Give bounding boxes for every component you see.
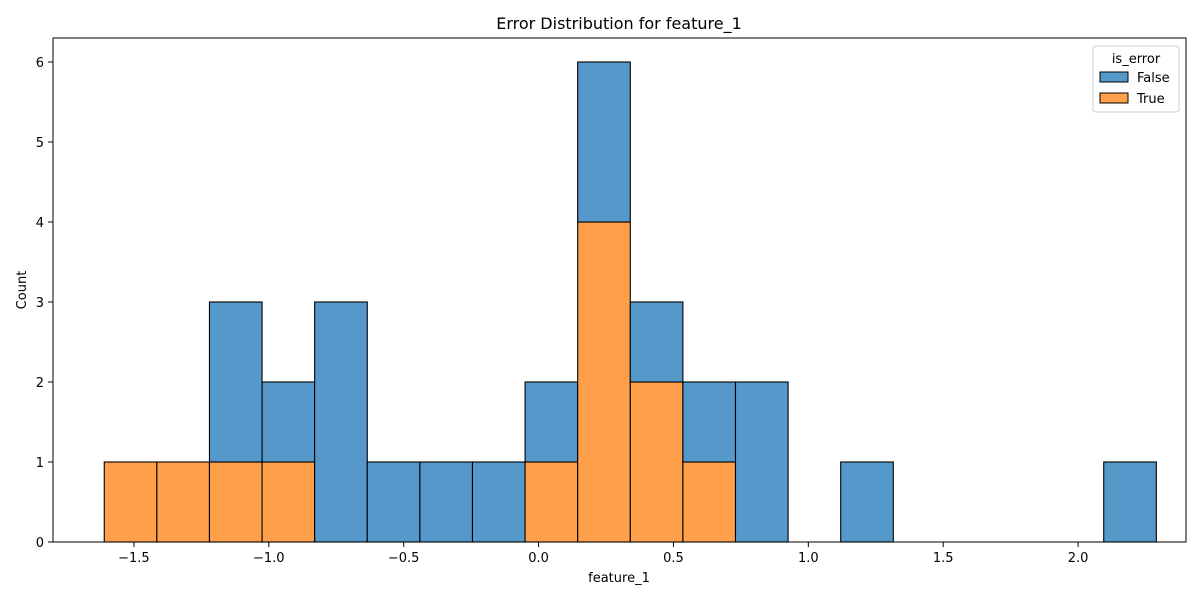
bar-false-bin-10	[629, 301, 684, 383]
y-tick-label: 3	[36, 296, 44, 311]
bar-false-bin-4	[314, 301, 368, 543]
legend-label-false: False	[1137, 71, 1170, 86]
legend-title: is_error	[1112, 52, 1161, 67]
bar-true-bin-11	[682, 461, 737, 543]
x-tick-label: −1.0	[253, 551, 285, 566]
bar-true-bin-8	[524, 461, 579, 543]
bar-true-bin-2	[208, 461, 263, 543]
y-tick-label: 1	[36, 456, 44, 471]
y-tick-label: 2	[36, 376, 44, 391]
bar-true-bin-9	[577, 221, 631, 543]
x-tick-label: −0.5	[388, 551, 420, 566]
y-axis-label: Count	[15, 271, 30, 310]
x-tick-label: 0.5	[663, 551, 684, 566]
bar-false-bin-2	[208, 301, 263, 463]
legend-label-true: True	[1136, 92, 1165, 107]
bar-false-bin-5	[366, 461, 421, 543]
x-tick-label: 0.0	[528, 551, 549, 566]
bar-false-bin-11	[682, 381, 737, 463]
bar-true-bin-3	[261, 461, 316, 543]
legend-swatch-true	[1099, 92, 1129, 104]
legend-swatch-false	[1099, 71, 1129, 83]
x-tick-label: −1.5	[118, 551, 150, 566]
bar-false-bin-8	[524, 381, 579, 463]
x-tick-label: 1.0	[798, 551, 819, 566]
bar-false-bin-6	[419, 461, 474, 543]
bar-true-bin-10	[629, 381, 684, 543]
bar-true-bin-0	[103, 461, 158, 543]
y-tick-label: 4	[36, 216, 44, 231]
bar-false-bin-9	[577, 61, 631, 223]
plot-frame	[52, 37, 1187, 543]
y-tick-label: 6	[36, 56, 44, 71]
histogram-bars	[103, 61, 1157, 543]
y-tick-label: 5	[36, 136, 44, 151]
chart-title: Error Distribution for feature_1	[496, 14, 742, 34]
legend: is_error False True	[1092, 45, 1180, 113]
x-tick-label: 2.0	[1068, 551, 1089, 566]
bar-true-bin-1	[156, 461, 211, 543]
bar-false-bin-12	[734, 381, 789, 543]
bar-false-bin-3	[261, 381, 316, 463]
bar-false-bin-7	[471, 461, 526, 543]
y-tick-label: 0	[36, 536, 44, 551]
bar-false-bin-14	[840, 461, 894, 543]
axes: −1.5 −1.0 −0.5 0.0 0.5 1.0 1.5 2.0 0 1 2 3 4 5 6	[36, 37, 1187, 566]
bar-false-bin-19	[1103, 461, 1157, 543]
x-tick-label: 1.5	[933, 551, 954, 566]
x-axis-label: feature_1	[588, 571, 650, 586]
